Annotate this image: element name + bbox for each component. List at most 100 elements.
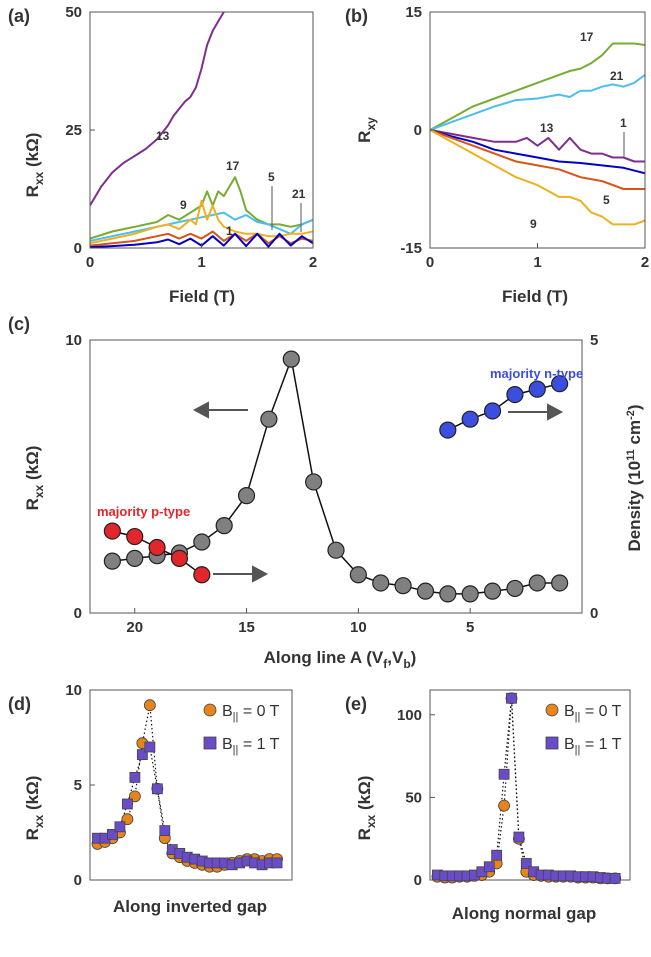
data-point-b1T [271, 857, 283, 869]
panel-a-ylabel: Rxx (kΩ) [23, 133, 46, 198]
series-line-21 [90, 211, 313, 242]
series-line-b0T [97, 705, 277, 868]
panel-d-ytick-label: 5 [74, 777, 82, 794]
panel-b-label: (b) [345, 6, 368, 26]
series-line-17 [430, 42, 645, 131]
panel-d-ytick-label: 10 [65, 682, 82, 699]
panel-c-xtick-label: 20 [126, 619, 143, 636]
panel-c-ytick-right-label: 0 [590, 605, 598, 622]
panel-c-ylabel: Rxx (kΩ) [23, 446, 46, 511]
legend-marker-0T [545, 703, 559, 717]
panel-c: (c) Rxx (kΩ) Density (1011 cm-2) Along l… [8, 314, 644, 671]
data-point-b1T [159, 825, 171, 836]
annotation-1: 1 [226, 224, 233, 238]
panel-c-arrows [192, 401, 564, 583]
series-line-9 [430, 129, 645, 226]
data-point-rxx [551, 574, 569, 592]
panel-d-label: (d) [8, 694, 31, 714]
data-point-majority-n-type [461, 410, 479, 428]
plot-frame [89, 339, 583, 614]
data-point-rxx [483, 582, 502, 600]
data-point-rxx [126, 549, 144, 568]
data-point-rxx [260, 410, 278, 428]
data-point-rxx [103, 552, 121, 570]
data-point-rxx [528, 574, 546, 592]
panel-c-ytick-label: 10 [65, 332, 82, 349]
data-point-rxx [327, 541, 345, 559]
legend-marker-0T [203, 703, 217, 717]
series-line-1 [90, 232, 313, 248]
data-point-rxx [372, 574, 390, 592]
panel-c-xtick-label: 10 [350, 619, 367, 636]
data-point-rxx [305, 473, 323, 491]
legend-label-1T: B|| = 1 T [564, 736, 622, 756]
panel-d-plot: 0 5 10 [65, 682, 293, 889]
p-type-label: majority p-type [97, 504, 190, 519]
panel-a-ytick-label: 0 [74, 240, 82, 257]
panel-e-label: (e) [345, 694, 367, 714]
legend-marker-1T [203, 736, 217, 750]
panel-a-xtick-label: 0 [86, 254, 94, 271]
data-point-majority-p-type [103, 522, 121, 540]
data-point-b1T [491, 849, 503, 861]
data-point-b1T [151, 783, 163, 795]
legend-marker-1T [545, 736, 559, 750]
data-point-b1T [498, 768, 510, 780]
series-line-13 [90, 12, 225, 207]
data-point-majority-n-type [528, 380, 546, 398]
annotation-17: 17 [580, 30, 594, 44]
series-line-5 [430, 129, 645, 190]
series-line-21 [430, 74, 645, 131]
panel-e-ytick-label: 100 [397, 707, 422, 724]
series-line-1 [430, 129, 645, 175]
annotation-5: 5 [268, 170, 275, 184]
panel-a-plot: 0 1 2 0 25 50 [65, 4, 317, 271]
series-line-b0T [437, 698, 616, 879]
data-point-majority-n-type [439, 421, 457, 439]
data-point-rxx [349, 566, 367, 584]
data-point-rxx [416, 582, 435, 600]
arrow-left-head [192, 401, 209, 419]
panel-b-series-group [430, 42, 645, 226]
arrow-right-head-1 [252, 565, 269, 583]
panel-e-ylabel: Rxx (kΩ) [355, 776, 378, 841]
data-point-majority-n-type [483, 402, 502, 420]
panel-b-xlabel: Field (T) [502, 287, 568, 306]
annotation-17: 17 [226, 159, 240, 173]
data-point-rxx [282, 350, 300, 368]
plot-frame [89, 11, 314, 249]
panel-c-ylabel-right: Density (1011 cm-2) [625, 404, 644, 551]
panel-a-label: (a) [8, 6, 30, 26]
series-line-5 [90, 230, 313, 247]
annotation-9: 9 [530, 217, 537, 231]
panel-d-ylabel: Rxx (kΩ) [23, 776, 46, 841]
data-point-majority-p-type [148, 538, 166, 557]
panel-c-xtick-label: 5 [466, 619, 474, 636]
panel-b-ytick-label: 15 [405, 4, 422, 21]
series-line-9 [90, 199, 313, 245]
panel-c-ytick-right-label: 5 [590, 332, 598, 349]
panel-e-plot: 0 50 100 [397, 689, 631, 889]
data-point-b0T [143, 699, 156, 712]
data-point-b1T [129, 772, 141, 783]
data-point-rxx [237, 487, 256, 505]
series-line-b1T [437, 698, 616, 879]
panel-c-plot: 20 15 10 5 0 10 0 5 [65, 332, 598, 636]
data-point-b1T [506, 692, 517, 704]
panel-a-xlabel: Field (T) [169, 287, 235, 306]
annotation-1: 1 [620, 116, 627, 130]
data-point-b1T [513, 831, 525, 843]
panel-c-label: (c) [8, 314, 30, 334]
series-line-13 [430, 129, 645, 163]
data-point-b1T [520, 858, 532, 869]
data-point-rxx [394, 577, 412, 595]
data-point-b1T [107, 829, 118, 840]
legend-label-0T: B|| = 0 T [564, 703, 622, 723]
data-point-rxx [193, 533, 211, 551]
panel-b-ytick-label: -15 [400, 240, 422, 257]
data-point-majority-n-type [551, 375, 569, 393]
panel-e-ytick-label: 50 [405, 789, 422, 806]
panel-e-legend: B|| = 0 T B|| = 1 T [545, 703, 622, 756]
data-point-rxx [439, 585, 457, 603]
